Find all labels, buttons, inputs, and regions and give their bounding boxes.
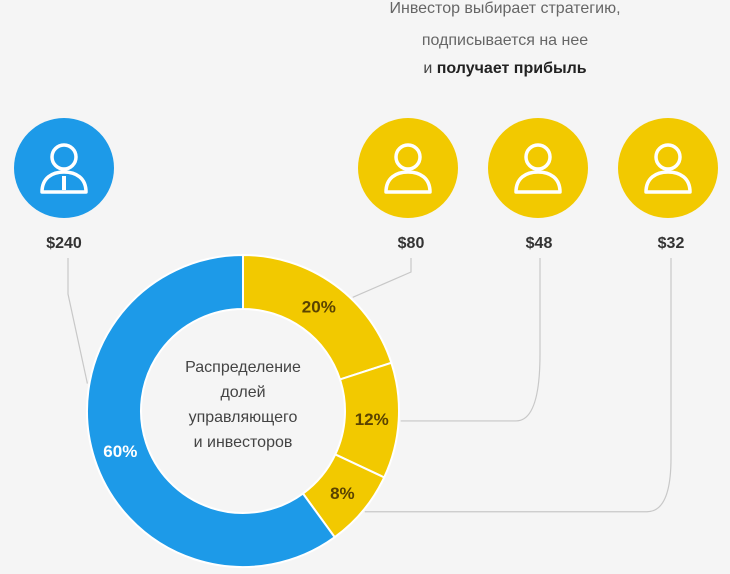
center-label-line-3: управляющего: [188, 409, 298, 426]
slice-label-1: 20%: [302, 298, 336, 317]
center-label-line-4: и инвесторов: [193, 434, 293, 451]
caption-line-2: подписывается на нее: [421, 32, 589, 49]
caption-line-3-prefix: и: [423, 60, 433, 77]
connector-lines: [67, 258, 672, 513]
investor-avatar-1: [358, 118, 458, 218]
donut-slices: [86, 253, 400, 568]
connector-line-2: [400, 258, 541, 422]
manager-avatar: [14, 118, 114, 218]
center-label-line-1: Распределение: [185, 359, 301, 376]
caption-line-3: и получает прибыль: [330, 56, 680, 82]
amount-investor-3: $32: [657, 235, 685, 252]
center-label-line-2: долей: [220, 384, 266, 401]
slice-label-2: 12%: [355, 410, 389, 429]
investor-user-icon: [644, 143, 692, 194]
investor-avatar-2: [488, 118, 588, 218]
amount-investor-2: $48: [525, 235, 553, 252]
amount-manager: $240: [46, 235, 82, 252]
slice-labels: 20% 12% 8% 60%: [103, 298, 388, 504]
caption-line-1: Инвестор выбирает стратегию,: [389, 0, 621, 17]
connector-line-1: [352, 258, 412, 298]
investor-user-icon: [384, 143, 432, 194]
investor-user-icon: [514, 143, 562, 194]
amount-investor-1: $80: [397, 235, 425, 252]
donut-slice-manager-0: [86, 253, 337, 568]
slice-label-0: 60%: [103, 442, 137, 461]
manager-user-icon: [40, 143, 88, 194]
caption-line-3-bold: получает прибыль: [436, 60, 587, 77]
connector-line-0: [67, 258, 88, 384]
investor-avatar-3: [618, 118, 718, 218]
connector-line-3: [364, 258, 672, 513]
donut-center-label: Распределение долей управляющего и инвес…: [168, 355, 318, 455]
slice-label-3: 8%: [330, 484, 355, 503]
